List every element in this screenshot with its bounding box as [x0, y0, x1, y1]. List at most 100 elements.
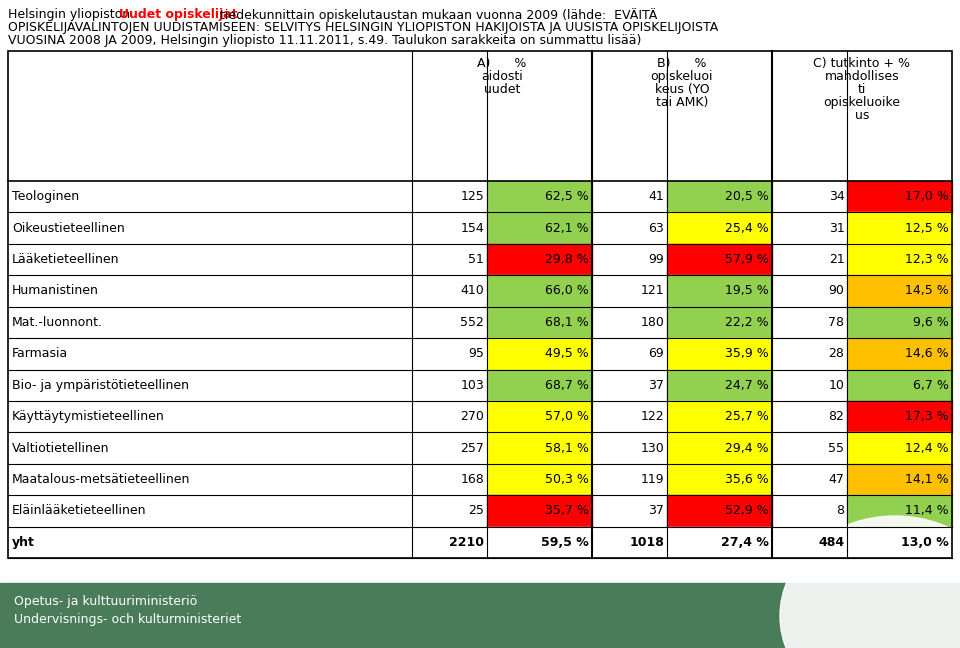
Bar: [8, 51, 952, 558]
Bar: [667, 527, 772, 558]
Text: 52,9 %: 52,9 %: [725, 504, 769, 517]
Text: 78: 78: [828, 316, 845, 329]
Text: 17,3 %: 17,3 %: [905, 410, 949, 423]
Text: 130: 130: [640, 441, 664, 454]
Bar: [667, 401, 772, 432]
Text: Maatalous-metsätieteellinen: Maatalous-metsätieteellinen: [12, 473, 190, 486]
Text: 154: 154: [461, 222, 484, 235]
Text: Teologinen: Teologinen: [12, 191, 79, 203]
Text: OPISKELIJAVALINTOJEN UUDISTAMISEEN: SELVITYS HELSINGIN YLIOPISTON HAKIJOISTA JA : OPISKELIJAVALINTOJEN UUDISTAMISEEN: SELV…: [8, 21, 718, 34]
Text: 47: 47: [828, 473, 845, 486]
Text: 270: 270: [461, 410, 484, 423]
Text: 57,0 %: 57,0 %: [545, 410, 588, 423]
Text: 57,9 %: 57,9 %: [725, 253, 769, 266]
Text: 410: 410: [461, 284, 484, 297]
Text: tai AMK): tai AMK): [656, 96, 708, 109]
Bar: [0, 583, 960, 648]
Text: 21: 21: [828, 253, 845, 266]
Text: 24,7 %: 24,7 %: [725, 378, 769, 391]
Bar: [848, 369, 952, 401]
Bar: [488, 275, 591, 307]
Bar: [667, 213, 772, 244]
Text: Uudet opiskelijat: Uudet opiskelijat: [119, 8, 237, 21]
Text: 257: 257: [461, 441, 484, 454]
Text: A)      %: A) %: [477, 57, 526, 70]
Text: Lääketieteellinen: Lääketieteellinen: [12, 253, 119, 266]
Text: keus (YO: keus (YO: [655, 83, 709, 96]
Bar: [667, 244, 772, 275]
Text: 68,1 %: 68,1 %: [545, 316, 588, 329]
Text: 51: 51: [468, 253, 484, 266]
Text: 103: 103: [461, 378, 484, 391]
Bar: [667, 275, 772, 307]
Bar: [667, 181, 772, 213]
Text: 58,1 %: 58,1 %: [545, 441, 588, 454]
Text: B)      %: B) %: [658, 57, 707, 70]
Text: Bio- ja ympäristötieteellinen: Bio- ja ympäristötieteellinen: [12, 378, 189, 391]
Text: 14,5 %: 14,5 %: [905, 284, 949, 297]
Text: 9,6 %: 9,6 %: [913, 316, 949, 329]
Text: 99: 99: [649, 253, 664, 266]
Text: ti: ti: [858, 83, 866, 96]
Text: 37: 37: [648, 378, 664, 391]
Text: 49,5 %: 49,5 %: [545, 347, 588, 360]
Text: 35,6 %: 35,6 %: [725, 473, 769, 486]
Text: 14,1 %: 14,1 %: [905, 473, 949, 486]
Text: 25,7 %: 25,7 %: [725, 410, 769, 423]
Text: 28: 28: [828, 347, 845, 360]
Text: 22,2 %: 22,2 %: [726, 316, 769, 329]
Bar: [848, 275, 952, 307]
Text: 66,0 %: 66,0 %: [545, 284, 588, 297]
Bar: [488, 495, 591, 527]
Bar: [848, 181, 952, 213]
Bar: [488, 244, 591, 275]
Bar: [488, 369, 591, 401]
Bar: [848, 401, 952, 432]
Bar: [667, 495, 772, 527]
Bar: [848, 244, 952, 275]
Bar: [488, 338, 591, 369]
Text: 125: 125: [461, 191, 484, 203]
Text: 37: 37: [648, 504, 664, 517]
Bar: [848, 213, 952, 244]
Text: us: us: [854, 109, 869, 122]
Bar: [667, 307, 772, 338]
Text: 68,7 %: 68,7 %: [545, 378, 588, 391]
Text: 12,3 %: 12,3 %: [905, 253, 949, 266]
Text: Mat.-luonnont.: Mat.-luonnont.: [12, 316, 103, 329]
Text: 62,5 %: 62,5 %: [545, 191, 588, 203]
Text: 29,8 %: 29,8 %: [545, 253, 588, 266]
Text: 82: 82: [828, 410, 845, 423]
Bar: [488, 401, 591, 432]
Bar: [848, 338, 952, 369]
Ellipse shape: [780, 516, 960, 648]
Text: opiskeluoike: opiskeluoike: [824, 96, 900, 109]
Text: 8: 8: [836, 504, 845, 517]
Text: 19,5 %: 19,5 %: [725, 284, 769, 297]
Text: 95: 95: [468, 347, 484, 360]
Text: Helsingin yliopiston: Helsingin yliopiston: [8, 8, 134, 21]
Text: 59,5 %: 59,5 %: [541, 536, 588, 549]
Bar: [488, 307, 591, 338]
Bar: [488, 527, 591, 558]
Text: aidosti: aidosti: [481, 70, 522, 83]
Text: 14,6 %: 14,6 %: [905, 347, 949, 360]
Bar: [848, 432, 952, 464]
Text: 31: 31: [828, 222, 845, 235]
Text: 119: 119: [640, 473, 664, 486]
Text: 12,5 %: 12,5 %: [905, 222, 949, 235]
Bar: [488, 432, 591, 464]
Bar: [488, 181, 591, 213]
Text: 121: 121: [640, 284, 664, 297]
Bar: [667, 432, 772, 464]
Text: 25,4 %: 25,4 %: [725, 222, 769, 235]
Text: 122: 122: [640, 410, 664, 423]
Text: 29,4 %: 29,4 %: [726, 441, 769, 454]
Text: 55: 55: [828, 441, 845, 454]
Text: mahdollises: mahdollises: [825, 70, 900, 83]
Bar: [848, 464, 952, 495]
Text: 27,4 %: 27,4 %: [721, 536, 769, 549]
Text: Undervisnings- och kulturministeriet: Undervisnings- och kulturministeriet: [14, 614, 241, 627]
Text: 168: 168: [461, 473, 484, 486]
Text: Valtiotietellinen: Valtiotietellinen: [12, 441, 109, 454]
